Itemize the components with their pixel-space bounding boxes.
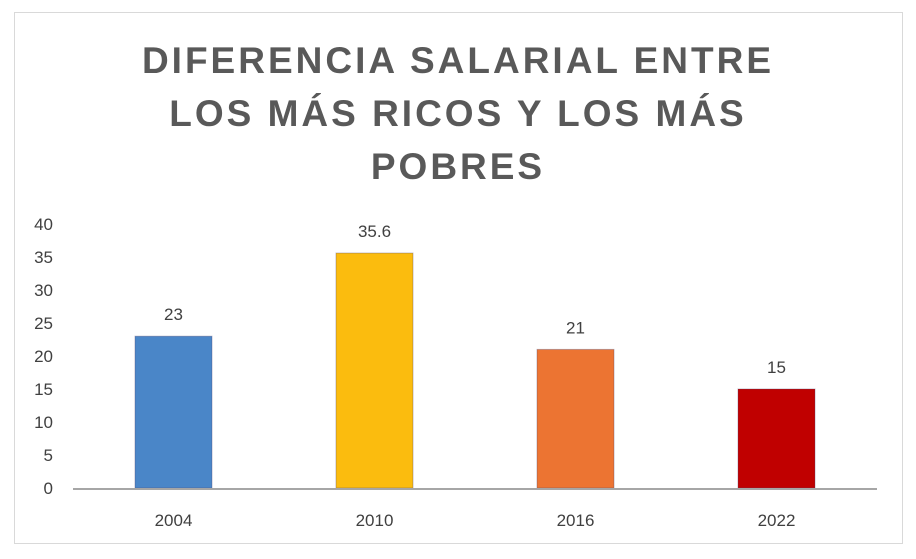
x-tick-label-2010: 2010 [356, 511, 394, 530]
chart-title: DIFERENCIA SALARIAL ENTRE LOS MÁS RICOS … [0, 34, 916, 193]
chart-title-line-2: LOS MÁS RICOS Y LOS MÁS [169, 93, 747, 134]
y-tick-label: 15 [34, 380, 53, 399]
chart-title-line-1: DIFERENCIA SALARIAL ENTRE [141, 40, 775, 81]
y-tick-label: 5 [44, 446, 53, 465]
y-tick-label: 10 [34, 413, 53, 432]
data-label-2016: 21 [566, 318, 585, 337]
data-label-2010: 35.6 [358, 222, 391, 241]
y-tick-label: 20 [34, 347, 53, 366]
x-tick-label-2016: 2016 [557, 511, 595, 530]
chart-title-line-3: POBRES [370, 146, 546, 187]
bar-2004 [134, 335, 213, 489]
bar-2022 [737, 388, 816, 489]
data-label-2004: 23 [164, 305, 183, 324]
y-tick-label: 0 [44, 479, 53, 498]
y-tick-label: 40 [34, 215, 53, 234]
y-tick-label: 25 [34, 314, 53, 333]
y-tick-label: 30 [34, 281, 53, 300]
x-tick-label-2022: 2022 [758, 511, 796, 530]
data-label-2022: 15 [767, 358, 786, 377]
y-tick-label: 35 [34, 248, 53, 267]
bar-2010 [335, 252, 414, 489]
x-tick-label-2004: 2004 [155, 511, 193, 530]
chart-frame [14, 12, 903, 544]
bar-2016 [536, 348, 615, 489]
